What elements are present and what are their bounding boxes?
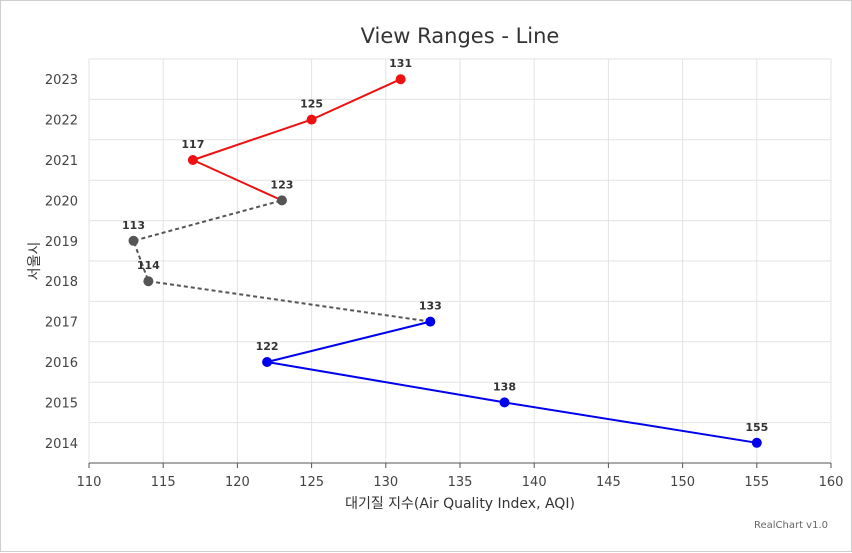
y-tick-label: 2014 — [45, 437, 78, 452]
y-axis-label: 서울시 — [27, 242, 43, 281]
data-point-2018 — [143, 276, 154, 287]
data-label-2014: 155 — [745, 421, 768, 434]
x-tick-label: 120 — [225, 475, 250, 490]
chart-credit: RealChart v1.0 — [754, 520, 828, 531]
data-label-2018: 114 — [137, 259, 160, 272]
data-label-2021: 117 — [181, 138, 204, 151]
series-lines — [132, 78, 757, 444]
y-tick-label: 2015 — [45, 396, 78, 411]
data-label-2022: 125 — [300, 98, 323, 111]
y-tick-label: 2017 — [45, 316, 78, 331]
y-tick-label: 2016 — [45, 356, 78, 371]
x-tick-label: 135 — [448, 475, 473, 490]
data-label-2019: 113 — [122, 219, 145, 232]
data-point-2023 — [395, 74, 406, 85]
data-label-2017: 133 — [419, 300, 442, 313]
data-point-2014 — [751, 437, 762, 448]
x-tick-label: 160 — [819, 475, 844, 490]
data-point-2017 — [425, 316, 436, 327]
data-point-2021 — [187, 155, 198, 165]
y-tick-label: 2023 — [45, 73, 78, 88]
x-tick-label: 110 — [77, 475, 102, 490]
data-label-2020: 123 — [270, 178, 293, 191]
series-line-2017-2020 — [132, 199, 431, 323]
data-point-2015 — [499, 397, 510, 408]
data-labels: 155 138 122 133 114 113 123 117 125 131 — [122, 57, 768, 434]
data-point-2022 — [306, 114, 317, 125]
y-tick-label: 2019 — [45, 235, 78, 250]
x-tick-label: 125 — [299, 475, 324, 490]
x-tick-label: 145 — [596, 475, 621, 490]
x-tick-label: 115 — [151, 475, 176, 490]
x-tick-label: 140 — [522, 475, 547, 490]
data-point-2019 — [128, 235, 139, 246]
x-tick-label: 150 — [670, 475, 695, 490]
x-axis-label: 대기질 지수(Air Quality Index, AQI) — [345, 496, 575, 512]
chart-title: View Ranges - Line — [361, 24, 560, 48]
series-points — [128, 74, 762, 448]
y-tick-label: 2020 — [45, 194, 78, 209]
x-tick-label: 155 — [744, 475, 769, 490]
y-axis-ticks: 2014 2015 2016 2017 2018 2019 2020 2021 2022 2023 — [45, 73, 78, 452]
data-point-2016 — [262, 357, 273, 367]
data-label-2023: 131 — [389, 57, 412, 70]
x-tick-label: 130 — [373, 475, 398, 490]
y-tick-label: 2021 — [45, 154, 78, 169]
y-tick-label: 2018 — [45, 275, 78, 290]
data-label-2016: 122 — [256, 340, 279, 353]
x-axis-ticks: 110 115 120 125 130 135 140 145 150 155 160 — [77, 463, 844, 490]
series-line-2020-2023 — [191, 78, 402, 202]
data-point-2020 — [276, 195, 287, 206]
y-tick-label: 2022 — [45, 114, 78, 129]
data-label-2015: 138 — [493, 380, 516, 393]
grid — [88, 58, 832, 464]
series-line-2014-2017 — [266, 320, 757, 444]
